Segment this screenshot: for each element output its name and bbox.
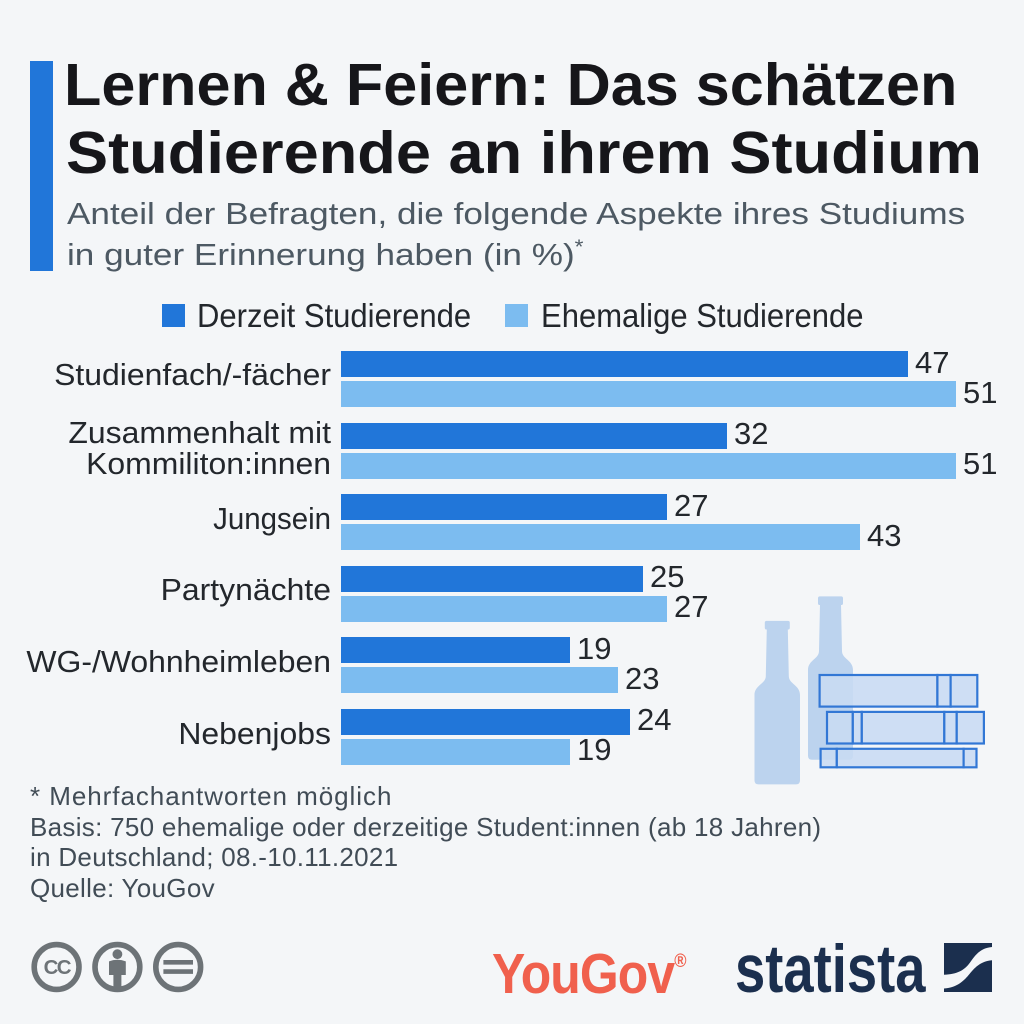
svg-text:CC: CC	[44, 956, 72, 979]
